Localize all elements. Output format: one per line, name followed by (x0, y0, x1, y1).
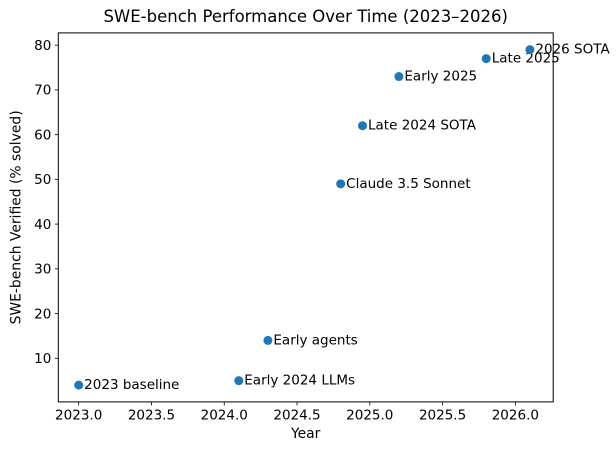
data-point-label: Late 2024 SOTA (368, 118, 477, 134)
x-tick-label: 2026.0 (492, 407, 539, 423)
data-point-label: Early 2025 (404, 69, 477, 85)
data-point (74, 380, 84, 390)
chart-title: SWE-bench Performance Over Time (2023–20… (103, 7, 508, 26)
x-tick-label: 2025.0 (346, 407, 393, 423)
x-axis-label: Year (290, 426, 321, 442)
y-tick-label: 60 (34, 127, 51, 143)
x-tick-label: 2023.5 (128, 407, 175, 423)
y-tick-label: 20 (34, 306, 51, 322)
y-tick-label: 40 (34, 217, 51, 233)
data-point (234, 376, 244, 386)
data-point-label: 2026 SOTA (535, 42, 610, 58)
y-tick-label: 50 (34, 172, 51, 188)
y-axis-label: SWE-bench Verified (% solved) (9, 110, 25, 324)
data-point-label: Claude 3.5 Sonnet (346, 176, 470, 192)
scatter-points: 2023 baseline Early 2024 LLMs Early agents… (74, 42, 610, 393)
axis-ticks: 2023.0 2023.5 2024.0 2024.5 2025.0 2025.5 2026… (34, 38, 539, 423)
x-tick-label: 2025.5 (419, 407, 466, 423)
data-point (336, 179, 346, 189)
y-tick-label: 10 (34, 351, 51, 367)
data-point (358, 121, 368, 131)
data-point (394, 72, 404, 82)
y-tick-label: 80 (34, 38, 51, 54)
x-tick-label: 2023.0 (55, 407, 102, 423)
x-tick-label: 2024.5 (273, 407, 320, 423)
data-point (525, 45, 535, 55)
data-point-label: Early 2024 LLMs (244, 373, 355, 389)
x-tick-label: 2024.0 (201, 407, 248, 423)
plot-area-frame (57, 32, 554, 403)
data-point (481, 54, 491, 64)
y-tick-label: 70 (34, 83, 51, 99)
data-point-label: Late 2025 (492, 51, 560, 67)
data-point-label: 2023 baseline (84, 377, 179, 393)
y-tick-label: 30 (34, 262, 51, 278)
data-point (263, 335, 273, 345)
data-point-label: Early agents (273, 332, 357, 348)
